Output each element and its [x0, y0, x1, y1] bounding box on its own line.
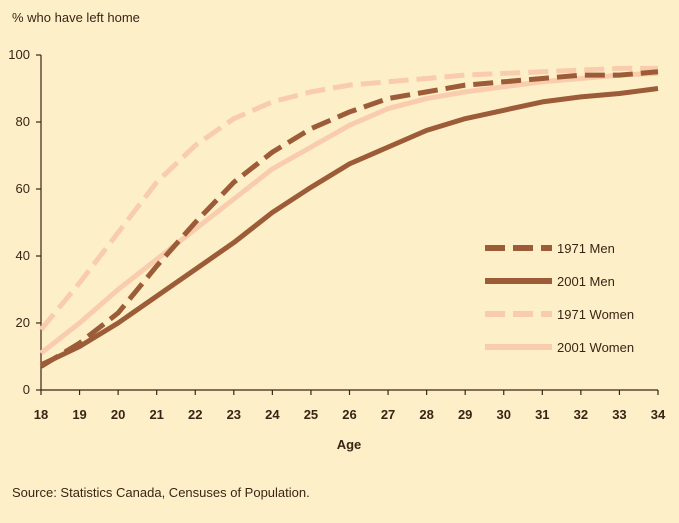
y-axis-label: % who have left home — [12, 10, 140, 25]
x-tick-label: 23 — [227, 407, 241, 422]
series-line-1971-men — [39, 69, 659, 369]
x-tick-label: 30 — [497, 407, 511, 422]
axes: 0 20 40 60 80 100 18 19 20 21 22 23 24 25 26 27 28 29 30 31… — [8, 47, 666, 422]
x-tick-label: 27 — [381, 407, 395, 422]
x-tick-label: 21 — [149, 407, 163, 422]
y-tick-label: 40 — [16, 248, 30, 263]
legend-label: 2001 Women — [557, 340, 634, 355]
y-tick-label: 80 — [16, 114, 30, 129]
x-axis-label: Age — [337, 437, 362, 452]
x-tick-label: 28 — [419, 407, 433, 422]
x-tick-label: 31 — [535, 407, 549, 422]
x-tick-label: 20 — [111, 407, 125, 422]
x-tick-label: 19 — [72, 407, 86, 422]
series-line-1971-women — [39, 65, 658, 332]
series-line-2001-men — [39, 86, 659, 368]
x-tick-label: 26 — [342, 407, 356, 422]
x-tick-label: 29 — [458, 407, 472, 422]
x-tick-label: 34 — [651, 407, 666, 422]
y-tick-label: 20 — [16, 315, 30, 330]
x-tick-label: 24 — [265, 407, 280, 422]
series-line-2001-women — [39, 70, 659, 356]
x-tick-label: 33 — [612, 407, 626, 422]
x-tick-label: 22 — [188, 407, 202, 422]
legend-label: 1971 Women — [557, 307, 634, 322]
y-tick-label: 0 — [23, 382, 30, 397]
legend: 1971 Men 2001 Men 1971 Women 2001 Women — [485, 241, 634, 355]
x-tick-label: 32 — [574, 407, 588, 422]
x-tick-label: 25 — [304, 407, 318, 422]
y-tick-label: 100 — [8, 47, 30, 62]
y-tick-label: 60 — [16, 181, 30, 196]
series-lines — [39, 65, 659, 369]
source-note: Source: Statistics Canada, Censuses of P… — [12, 485, 310, 500]
x-tick-label: 18 — [34, 407, 48, 422]
legend-label: 2001 Men — [557, 274, 615, 289]
legend-label: 1971 Men — [557, 241, 615, 256]
